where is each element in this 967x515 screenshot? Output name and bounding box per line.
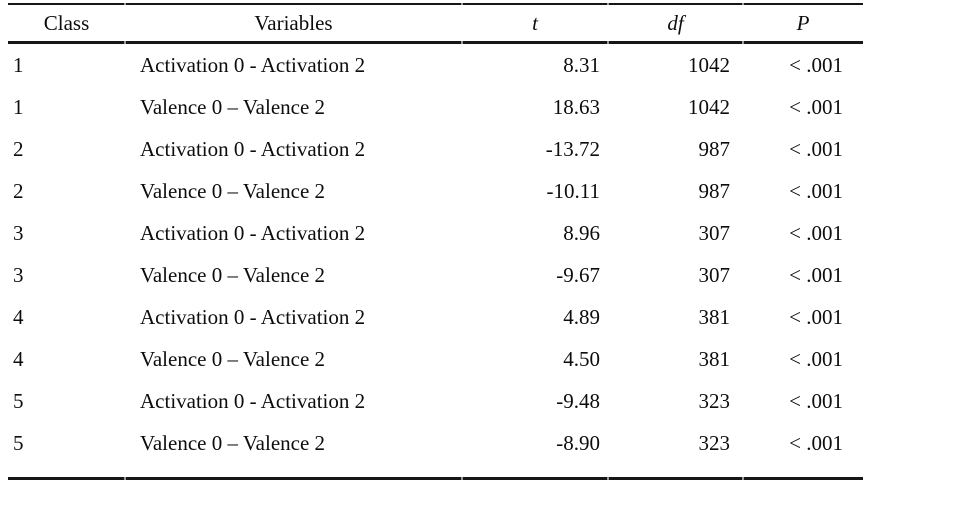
- variables-cell: Valence 0 – Valence 2: [140, 262, 326, 287]
- t-value-cell: -9.48: [556, 388, 600, 413]
- column-boundary-notch: [607, 41, 609, 44]
- t-value-cell: -9.67: [556, 262, 600, 287]
- t-value-cell: 4.89: [563, 304, 600, 329]
- df-value-cell: 1042: [688, 94, 730, 119]
- t-value-cell: 8.96: [563, 220, 600, 245]
- column-header-class: Class: [43, 10, 90, 35]
- t-value-cell: -10.11: [546, 178, 600, 203]
- table-body: 1 Activation 0 - Activation 2 8.31 1042 …: [8, 44, 863, 464]
- t-value-cell: 8.31: [563, 52, 600, 77]
- variables-cell: Activation 0 - Activation 2: [140, 388, 366, 413]
- table-header-rule: [8, 41, 863, 44]
- df-value-cell: 987: [698, 178, 731, 203]
- results-table: Class Variables t df P 1 Activation 0 - …: [8, 3, 863, 480]
- variables-cell: Valence 0 – Valence 2: [140, 346, 326, 371]
- table-row: 2 Activation 0 - Activation 2 -13.72 987…: [8, 128, 863, 170]
- column-header-t: t: [532, 10, 538, 35]
- class-cell: 2: [13, 136, 24, 161]
- t-value-cell: 18.63: [552, 94, 600, 119]
- table-top-rule: [8, 3, 863, 5]
- table-bottom-spacer: [8, 464, 863, 477]
- class-cell: 1: [13, 94, 24, 119]
- column-boundary-notch: [461, 477, 463, 480]
- table-row: 3 Valence 0 – Valence 2 -9.67 307 < .001: [8, 254, 863, 296]
- column-boundary-notch: [742, 41, 744, 44]
- variables-cell: Valence 0 – Valence 2: [140, 94, 326, 119]
- df-value-cell: 323: [698, 388, 731, 413]
- table-row: 2 Valence 0 – Valence 2 -10.11 987 < .00…: [8, 170, 863, 212]
- column-boundary-notch: [607, 3, 609, 5]
- column-header-variables: Variables: [254, 10, 333, 35]
- column-boundary-notch: [607, 477, 609, 480]
- t-value-cell: -13.72: [545, 136, 600, 161]
- df-value-cell: 307: [698, 262, 731, 287]
- column-boundary-notch: [124, 477, 126, 480]
- column-boundary-notch: [124, 3, 126, 5]
- table-header-row: Class Variables t df P: [8, 5, 863, 41]
- p-value-cell: < .001: [789, 304, 843, 329]
- table-row: 4 Activation 0 - Activation 2 4.89 381 <…: [8, 296, 863, 338]
- variables-cell: Valence 0 – Valence 2: [140, 178, 326, 203]
- class-cell: 5: [13, 388, 24, 413]
- column-boundary-notch: [742, 3, 744, 5]
- df-value-cell: 381: [698, 346, 731, 371]
- variables-cell: Activation 0 - Activation 2: [140, 52, 366, 77]
- table-row: 4 Valence 0 – Valence 2 4.50 381 < .001: [8, 338, 863, 380]
- variables-cell: Activation 0 - Activation 2: [140, 304, 366, 329]
- df-value-cell: 987: [698, 136, 731, 161]
- class-cell: 3: [13, 262, 24, 287]
- table-bottom-rule: [8, 477, 863, 480]
- table-row: 5 Activation 0 - Activation 2 -9.48 323 …: [8, 380, 863, 422]
- df-value-cell: 307: [698, 220, 731, 245]
- table-row: 1 Activation 0 - Activation 2 8.31 1042 …: [8, 44, 863, 86]
- class-cell: 4: [13, 346, 24, 371]
- column-boundary-notch: [461, 3, 463, 5]
- p-value-cell: < .001: [789, 178, 843, 203]
- column-header-df: df: [667, 10, 684, 35]
- variables-cell: Activation 0 - Activation 2: [140, 136, 366, 161]
- column-boundary-notch: [124, 41, 126, 44]
- class-cell: 5: [13, 430, 24, 455]
- p-value-cell: < .001: [789, 388, 843, 413]
- column-boundary-notch: [742, 477, 744, 480]
- df-value-cell: 323: [698, 430, 731, 455]
- class-cell: 3: [13, 220, 24, 245]
- t-value-cell: 4.50: [563, 346, 600, 371]
- variables-cell: Activation 0 - Activation 2: [140, 220, 366, 245]
- class-cell: 4: [13, 304, 24, 329]
- class-cell: 1: [13, 52, 24, 77]
- p-value-cell: < .001: [789, 52, 843, 77]
- class-cell: 2: [13, 178, 24, 203]
- p-value-cell: < .001: [789, 220, 843, 245]
- p-value-cell: < .001: [789, 262, 843, 287]
- column-boundary-notch: [461, 41, 463, 44]
- p-value-cell: < .001: [789, 94, 843, 119]
- p-value-cell: < .001: [789, 136, 843, 161]
- p-value-cell: < .001: [789, 346, 843, 371]
- table-row: 3 Activation 0 - Activation 2 8.96 307 <…: [8, 212, 863, 254]
- df-value-cell: 381: [698, 304, 731, 329]
- t-value-cell: -8.90: [556, 430, 600, 455]
- df-value-cell: 1042: [688, 52, 730, 77]
- p-value-cell: < .001: [789, 430, 843, 455]
- table-row: 1 Valence 0 – Valence 2 18.63 1042 < .00…: [8, 86, 863, 128]
- column-header-p: P: [796, 10, 810, 35]
- table-row: 5 Valence 0 – Valence 2 -8.90 323 < .001: [8, 422, 863, 464]
- variables-cell: Valence 0 – Valence 2: [140, 430, 326, 455]
